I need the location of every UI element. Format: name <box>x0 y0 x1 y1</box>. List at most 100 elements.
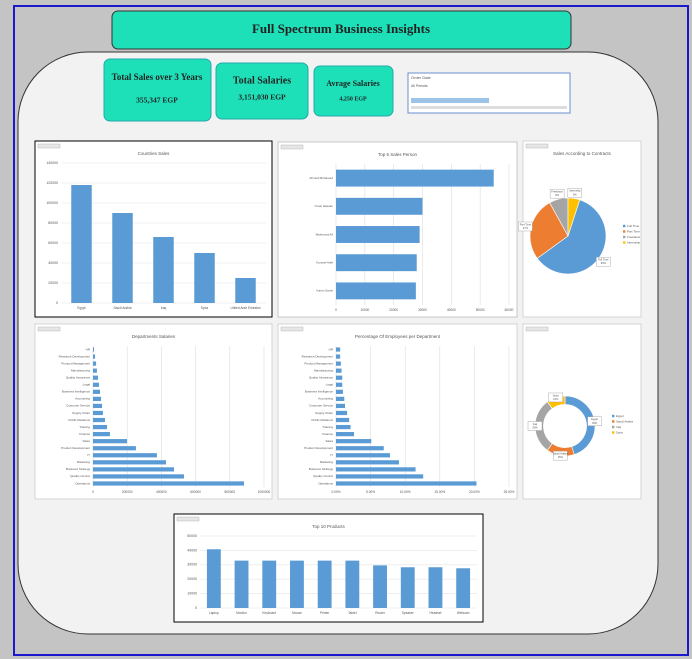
chart-panel <box>277 323 518 500</box>
bar <box>400 567 415 608</box>
chart-panel <box>34 323 273 500</box>
y-tick-label: IT <box>330 453 333 457</box>
bar <box>456 568 471 608</box>
bar <box>93 382 99 387</box>
bar <box>336 481 477 486</box>
y-tick-label: Legal <box>83 383 91 387</box>
y-tick-label: 20000 <box>187 577 197 581</box>
y-tick-label: Business Intelligence <box>62 390 91 394</box>
bar <box>317 560 332 608</box>
x-tick-label: 30000 <box>418 308 427 312</box>
bar <box>93 467 175 472</box>
legend-label: Syria <box>616 430 623 434</box>
y-tick-label: Mahmoud Ali <box>316 232 334 236</box>
x-tick-label: Monitor <box>236 611 248 615</box>
bar <box>93 481 244 486</box>
y-tick-label: 40000 <box>48 261 58 265</box>
x-tick-label: Headset <box>430 611 442 615</box>
kpi-label: Total Sales over 3 Years <box>112 72 203 82</box>
filter-button <box>37 143 61 149</box>
y-tick-label: Business Intelligence <box>305 390 334 394</box>
y-tick-label: Product Development <box>304 446 333 450</box>
y-tick-label: Operations <box>75 481 90 485</box>
bar <box>336 474 424 479</box>
legend-label: Iraq <box>616 425 622 429</box>
x-tick-label: Speaker <box>402 611 415 615</box>
bar <box>234 560 249 608</box>
y-tick-label: Accounting <box>318 397 333 401</box>
bar <box>93 439 128 444</box>
bar <box>336 424 351 430</box>
y-tick-label: Manufacturing <box>71 368 90 372</box>
chart-title: Top 5 Sales Person <box>378 152 418 157</box>
x-tick-label: Syria <box>201 306 208 310</box>
kpi-value: 4,250 EGP <box>339 96 367 102</box>
legend-swatch <box>612 425 615 429</box>
y-tick-label: Customer Service <box>66 404 90 408</box>
legend-label: Part Time <box>627 229 640 233</box>
y-tick-label: Public Relations <box>68 418 90 422</box>
bar <box>336 361 341 366</box>
x-tick-label: 200000 <box>122 490 133 494</box>
bar <box>336 254 417 272</box>
x-tick-label: Saudi Arabia <box>113 306 131 310</box>
filter-button <box>525 326 549 332</box>
chart-title: Countries Sales <box>138 151 171 156</box>
header-box <box>111 10 572 50</box>
filter-button <box>525 143 549 149</box>
y-tick-label: Sales <box>325 439 333 443</box>
y-tick-label: Supply Chain <box>72 411 90 415</box>
legend-label: Freelance <box>627 235 641 239</box>
bar <box>336 410 348 416</box>
x-tick-label: Iraq <box>161 306 167 310</box>
sheet-frame <box>13 5 689 656</box>
bar <box>93 410 103 416</box>
data-label-value: 8% <box>555 193 559 197</box>
bar <box>153 237 174 303</box>
bar <box>336 439 372 444</box>
x-tick-label: 10000 <box>360 308 369 312</box>
bar <box>290 560 304 608</box>
y-tick-label: IT <box>87 453 90 457</box>
legend-swatch <box>623 241 626 244</box>
bar <box>93 389 101 394</box>
y-tick-label: Operations <box>318 481 333 485</box>
filter-button <box>37 326 61 332</box>
bar <box>93 417 105 423</box>
data-label-box <box>553 450 568 461</box>
y-tick-label: 140000 <box>46 161 58 165</box>
y-tick-label: Product Management <box>61 361 90 365</box>
legend-label: Saudi Arabia <box>616 419 633 423</box>
data-label-box <box>587 416 602 427</box>
bar <box>336 460 399 465</box>
data-label-value: 5% <box>573 192 577 196</box>
bar <box>93 474 184 479</box>
x-tick-label: Laptop <box>209 611 219 615</box>
y-tick-label: 80000 <box>48 221 58 225</box>
bar <box>206 549 221 608</box>
legend-swatch <box>612 420 615 423</box>
bar <box>93 347 95 352</box>
bar <box>336 446 384 451</box>
y-tick-label: 40000 <box>187 548 197 552</box>
x-tick-label: 600000 <box>190 490 201 494</box>
bar <box>336 453 390 458</box>
bar <box>93 368 97 373</box>
kpi-card <box>313 65 394 117</box>
x-tick-label: 0 <box>335 308 337 312</box>
y-tick-label: Customer Service <box>309 404 333 408</box>
legend-label: Egypt <box>616 414 624 418</box>
x-tick-label: 50000 <box>476 308 485 312</box>
y-tick-label: 100000 <box>46 201 58 205</box>
data-label-value: 27% <box>523 226 529 230</box>
bar <box>93 432 110 437</box>
slicer-scrollbar[interactable] <box>411 106 567 109</box>
data-label-box <box>567 188 583 198</box>
x-tick-label: 60000 <box>505 308 514 312</box>
data-label-name: Freelance <box>551 190 563 194</box>
filter-button <box>280 326 304 332</box>
bar <box>373 565 387 608</box>
bar <box>336 197 423 215</box>
slicer-timeline[interactable] <box>411 98 489 103</box>
